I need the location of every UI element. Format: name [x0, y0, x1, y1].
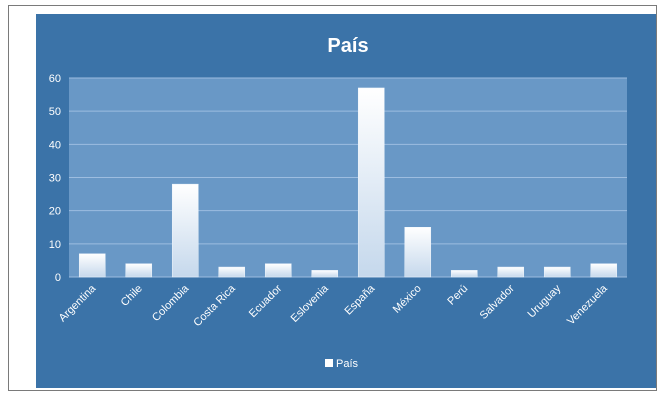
- bar: [311, 270, 339, 278]
- y-axis: 0 10 20 30 40 50 60: [49, 73, 61, 284]
- bar: [357, 87, 385, 278]
- y-tick-label: 20: [49, 206, 61, 218]
- y-tick-label: 60: [49, 73, 61, 85]
- y-tick-label: 0: [55, 272, 61, 284]
- bar: [264, 263, 292, 278]
- y-tick-label: 50: [49, 106, 61, 118]
- legend-swatch: [325, 359, 333, 367]
- y-tick-label: 10: [49, 239, 61, 251]
- bar: [497, 266, 525, 278]
- legend: País: [325, 358, 359, 370]
- bar: [78, 253, 106, 278]
- bar: [450, 270, 478, 278]
- chart-container: País 0 10 20 30 40 50 60 Argentina Chile Colombi…: [36, 14, 656, 388]
- bar: [125, 263, 153, 278]
- chart-title: País: [327, 35, 368, 57]
- bar: [171, 183, 199, 278]
- y-tick-label: 30: [49, 173, 61, 185]
- legend-label: País: [336, 358, 359, 370]
- gridlines: [69, 77, 627, 278]
- bar: [543, 266, 571, 278]
- bars: [78, 87, 618, 278]
- bar: [404, 227, 432, 278]
- y-tick-label: 40: [49, 139, 61, 151]
- bar: [218, 266, 246, 278]
- bar: [590, 263, 618, 278]
